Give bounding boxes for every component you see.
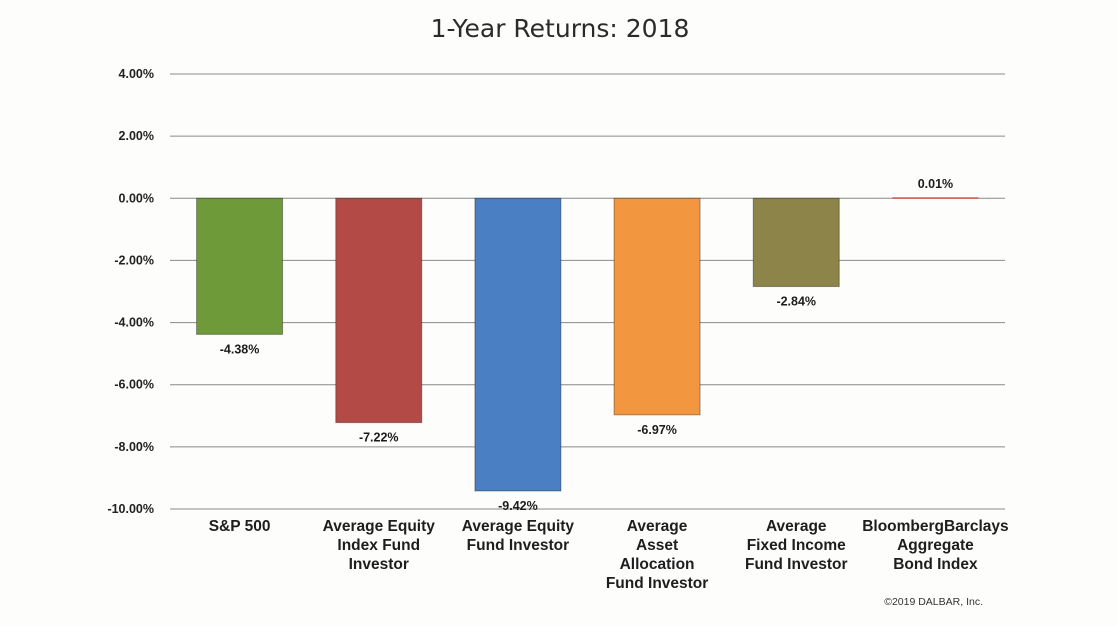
category-label: Average Equity Index Fund Investor (323, 518, 436, 573)
bar (196, 197, 284, 335)
bar (613, 197, 701, 416)
y-tick-label: 0.00% (119, 191, 154, 205)
y-tick-label: -8.00% (114, 440, 154, 454)
bars (196, 197, 979, 492)
category-label: Average Asset Allocation Fund Investor (606, 518, 708, 592)
y-tick-label: -6.00% (114, 378, 154, 392)
category-labels: S&P 500 Average Equity Index Fund Investor A… (209, 518, 1009, 592)
chart-title: 1-Year Returns: 2018 (431, 14, 690, 43)
copyright-credit: ©2019 DALBAR, Inc. (884, 596, 983, 608)
data-label: -9.42% (498, 499, 538, 513)
y-tick-label: -2.00% (114, 253, 154, 267)
bar (474, 197, 562, 492)
y-tick-label: -4.00% (114, 316, 154, 330)
category-label: Average Fixed Income Fund Investor (745, 518, 847, 573)
y-tick-label: 4.00% (119, 67, 154, 81)
bar (335, 197, 423, 424)
y-axis-ticks: 4.00% 2.00% 0.00% -2.00% -4.00% -6.00% -8.00% -… (107, 67, 154, 516)
gridlines (170, 73, 1005, 510)
data-label: -6.97% (637, 423, 677, 437)
y-tick-label: -10.00% (107, 502, 154, 516)
category-label: S&P 500 (209, 518, 271, 535)
bar (752, 197, 840, 288)
category-label: BloombergBarclays Aggregate Bond Index (862, 518, 1008, 573)
data-labels: -4.38% -7.22% -9.42% -6.97% -2.84% 0.01% (220, 177, 953, 513)
data-label: 0.01% (918, 177, 953, 191)
bar (892, 197, 979, 199)
data-label: -2.84% (776, 295, 816, 309)
category-label: Average Equity Fund Investor (462, 518, 575, 554)
data-label: -4.38% (220, 342, 260, 356)
data-label: -7.22% (359, 431, 399, 445)
y-tick-label: 2.00% (119, 129, 154, 143)
